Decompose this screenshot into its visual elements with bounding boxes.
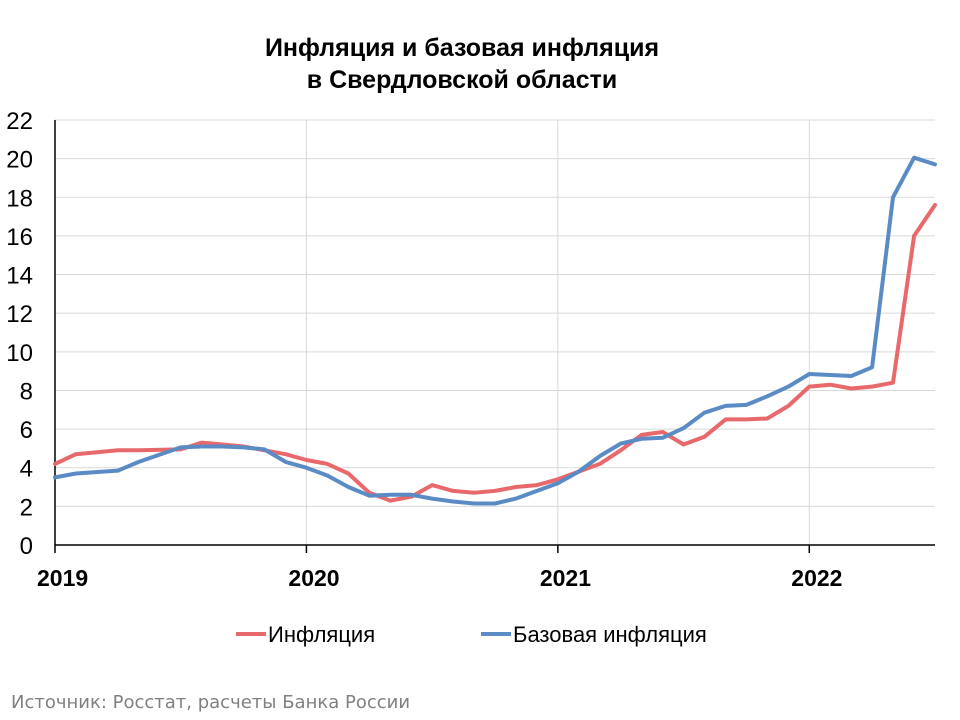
- x-tick-label: 2019: [37, 565, 88, 591]
- y-tick-label: 16: [6, 224, 33, 251]
- y-tick-label: 22: [6, 108, 33, 135]
- y-tick-label: 0: [20, 533, 33, 560]
- y-axis-tick-labels: 0 2 4 6 8 10 12 14 16 18 20 22: [6, 108, 33, 560]
- source-note: Источник: Росстат, расчеты Банка России: [11, 692, 411, 713]
- x-tick-label: 2022: [791, 565, 842, 591]
- y-tick-label: 10: [6, 340, 33, 367]
- gridlines: [54, 119, 935, 545]
- series-lines: [53, 155, 937, 506]
- series-line-core-inflation: [53, 155, 937, 506]
- legend: Инфляция Базовая инфляция: [236, 622, 707, 647]
- y-tick-label: 6: [20, 417, 33, 444]
- axes: [54, 120, 935, 553]
- x-tick-label: 2020: [288, 565, 339, 591]
- x-axis-tick-labels: 2019 2020 2021 2022: [37, 565, 842, 591]
- y-tick-label: 18: [6, 185, 33, 212]
- y-tick-label: 2: [20, 494, 33, 521]
- chart-title-line-2: в Свердловской области: [307, 66, 617, 94]
- y-tick-label: 20: [6, 147, 33, 174]
- x-tick-label: 2021: [540, 565, 591, 591]
- legend-label-inflation: Инфляция: [268, 622, 375, 647]
- series-line-inflation: [53, 203, 937, 503]
- y-tick-label: 12: [6, 301, 33, 328]
- chart-title-line-1: Инфляция и базовая инфляция: [265, 34, 659, 62]
- y-tick-label: 4: [20, 456, 33, 483]
- legend-label-core-inflation: Базовая инфляция: [513, 622, 707, 647]
- y-tick-label: 14: [6, 263, 33, 290]
- y-tick-label: 8: [20, 378, 33, 405]
